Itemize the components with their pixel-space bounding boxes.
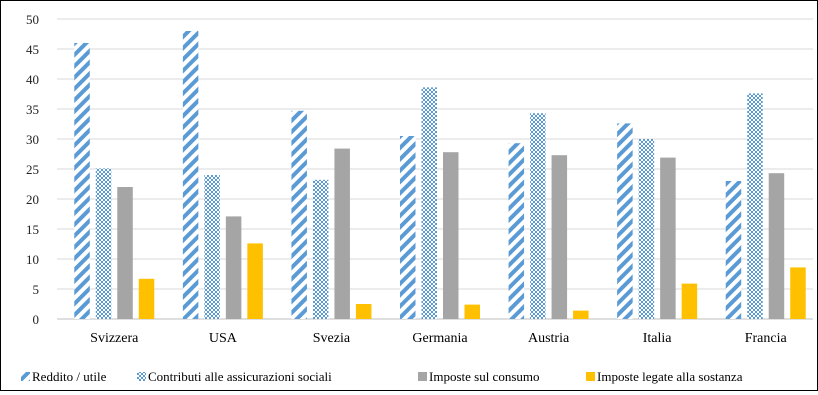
bar [681,283,698,319]
bar [95,168,112,319]
bar [747,93,763,320]
bar [355,304,372,319]
bar [312,179,329,319]
bar [74,43,90,319]
legend-swatch [418,372,427,381]
bar [790,267,806,319]
bar [225,216,242,319]
x-tick-label: Germania [412,331,468,346]
bar [660,157,676,319]
bar [400,136,416,319]
bar [638,139,655,319]
bar [117,187,133,319]
legend-label: Contributi alle assicurazioni sociali [148,369,332,384]
bar [551,155,568,319]
bar [334,148,350,319]
y-tick-label: 20 [26,192,39,207]
bar [530,113,546,319]
bar [138,278,155,319]
legend-label: Reddito / utile [32,369,107,384]
legend-label: Imposte legate alla sostanza [597,369,743,384]
bar [508,143,525,319]
y-tick-label: 50 [26,12,39,27]
x-tick-label: Svizzera [90,331,139,346]
x-axis-tick-labels: Svizzera USA Svezia Germania Austria Italia Fr… [90,331,787,346]
y-tick-label: 0 [33,312,40,327]
bar [204,175,220,319]
bar [247,243,263,319]
y-tick-label: 15 [26,222,39,237]
x-tick-label: Svezia [313,331,351,346]
y-tick-label: 35 [26,102,39,117]
bar [768,173,785,319]
bars [74,31,806,320]
y-tick-label: 10 [26,252,39,267]
y-tick-label: 30 [26,132,39,147]
bar [464,304,480,319]
bar [182,31,199,319]
y-tick-label: 5 [33,282,40,297]
y-tick-label: 45 [26,42,39,57]
bar [291,110,307,319]
legend-swatch [586,372,595,381]
bar [421,87,437,320]
bar [573,310,589,319]
bar [725,181,742,319]
bar [617,123,633,320]
legend-label: Imposte sul consumo [429,369,540,384]
x-tick-label: Austria [528,331,570,346]
y-tick-label: 40 [26,72,39,87]
legend-swatch [21,372,30,381]
legend: Reddito / utile Contributi alle assicuraz… [21,369,743,384]
legend-swatch [137,372,146,381]
x-tick-label: Francia [745,331,788,346]
bar [443,152,459,319]
y-tick-label: 25 [26,162,39,177]
x-tick-label: Italia [643,331,673,346]
x-tick-label: USA [209,331,238,346]
y-axis-tick-labels: 0 5 10 15 20 25 30 35 40 45 50 [26,12,39,327]
